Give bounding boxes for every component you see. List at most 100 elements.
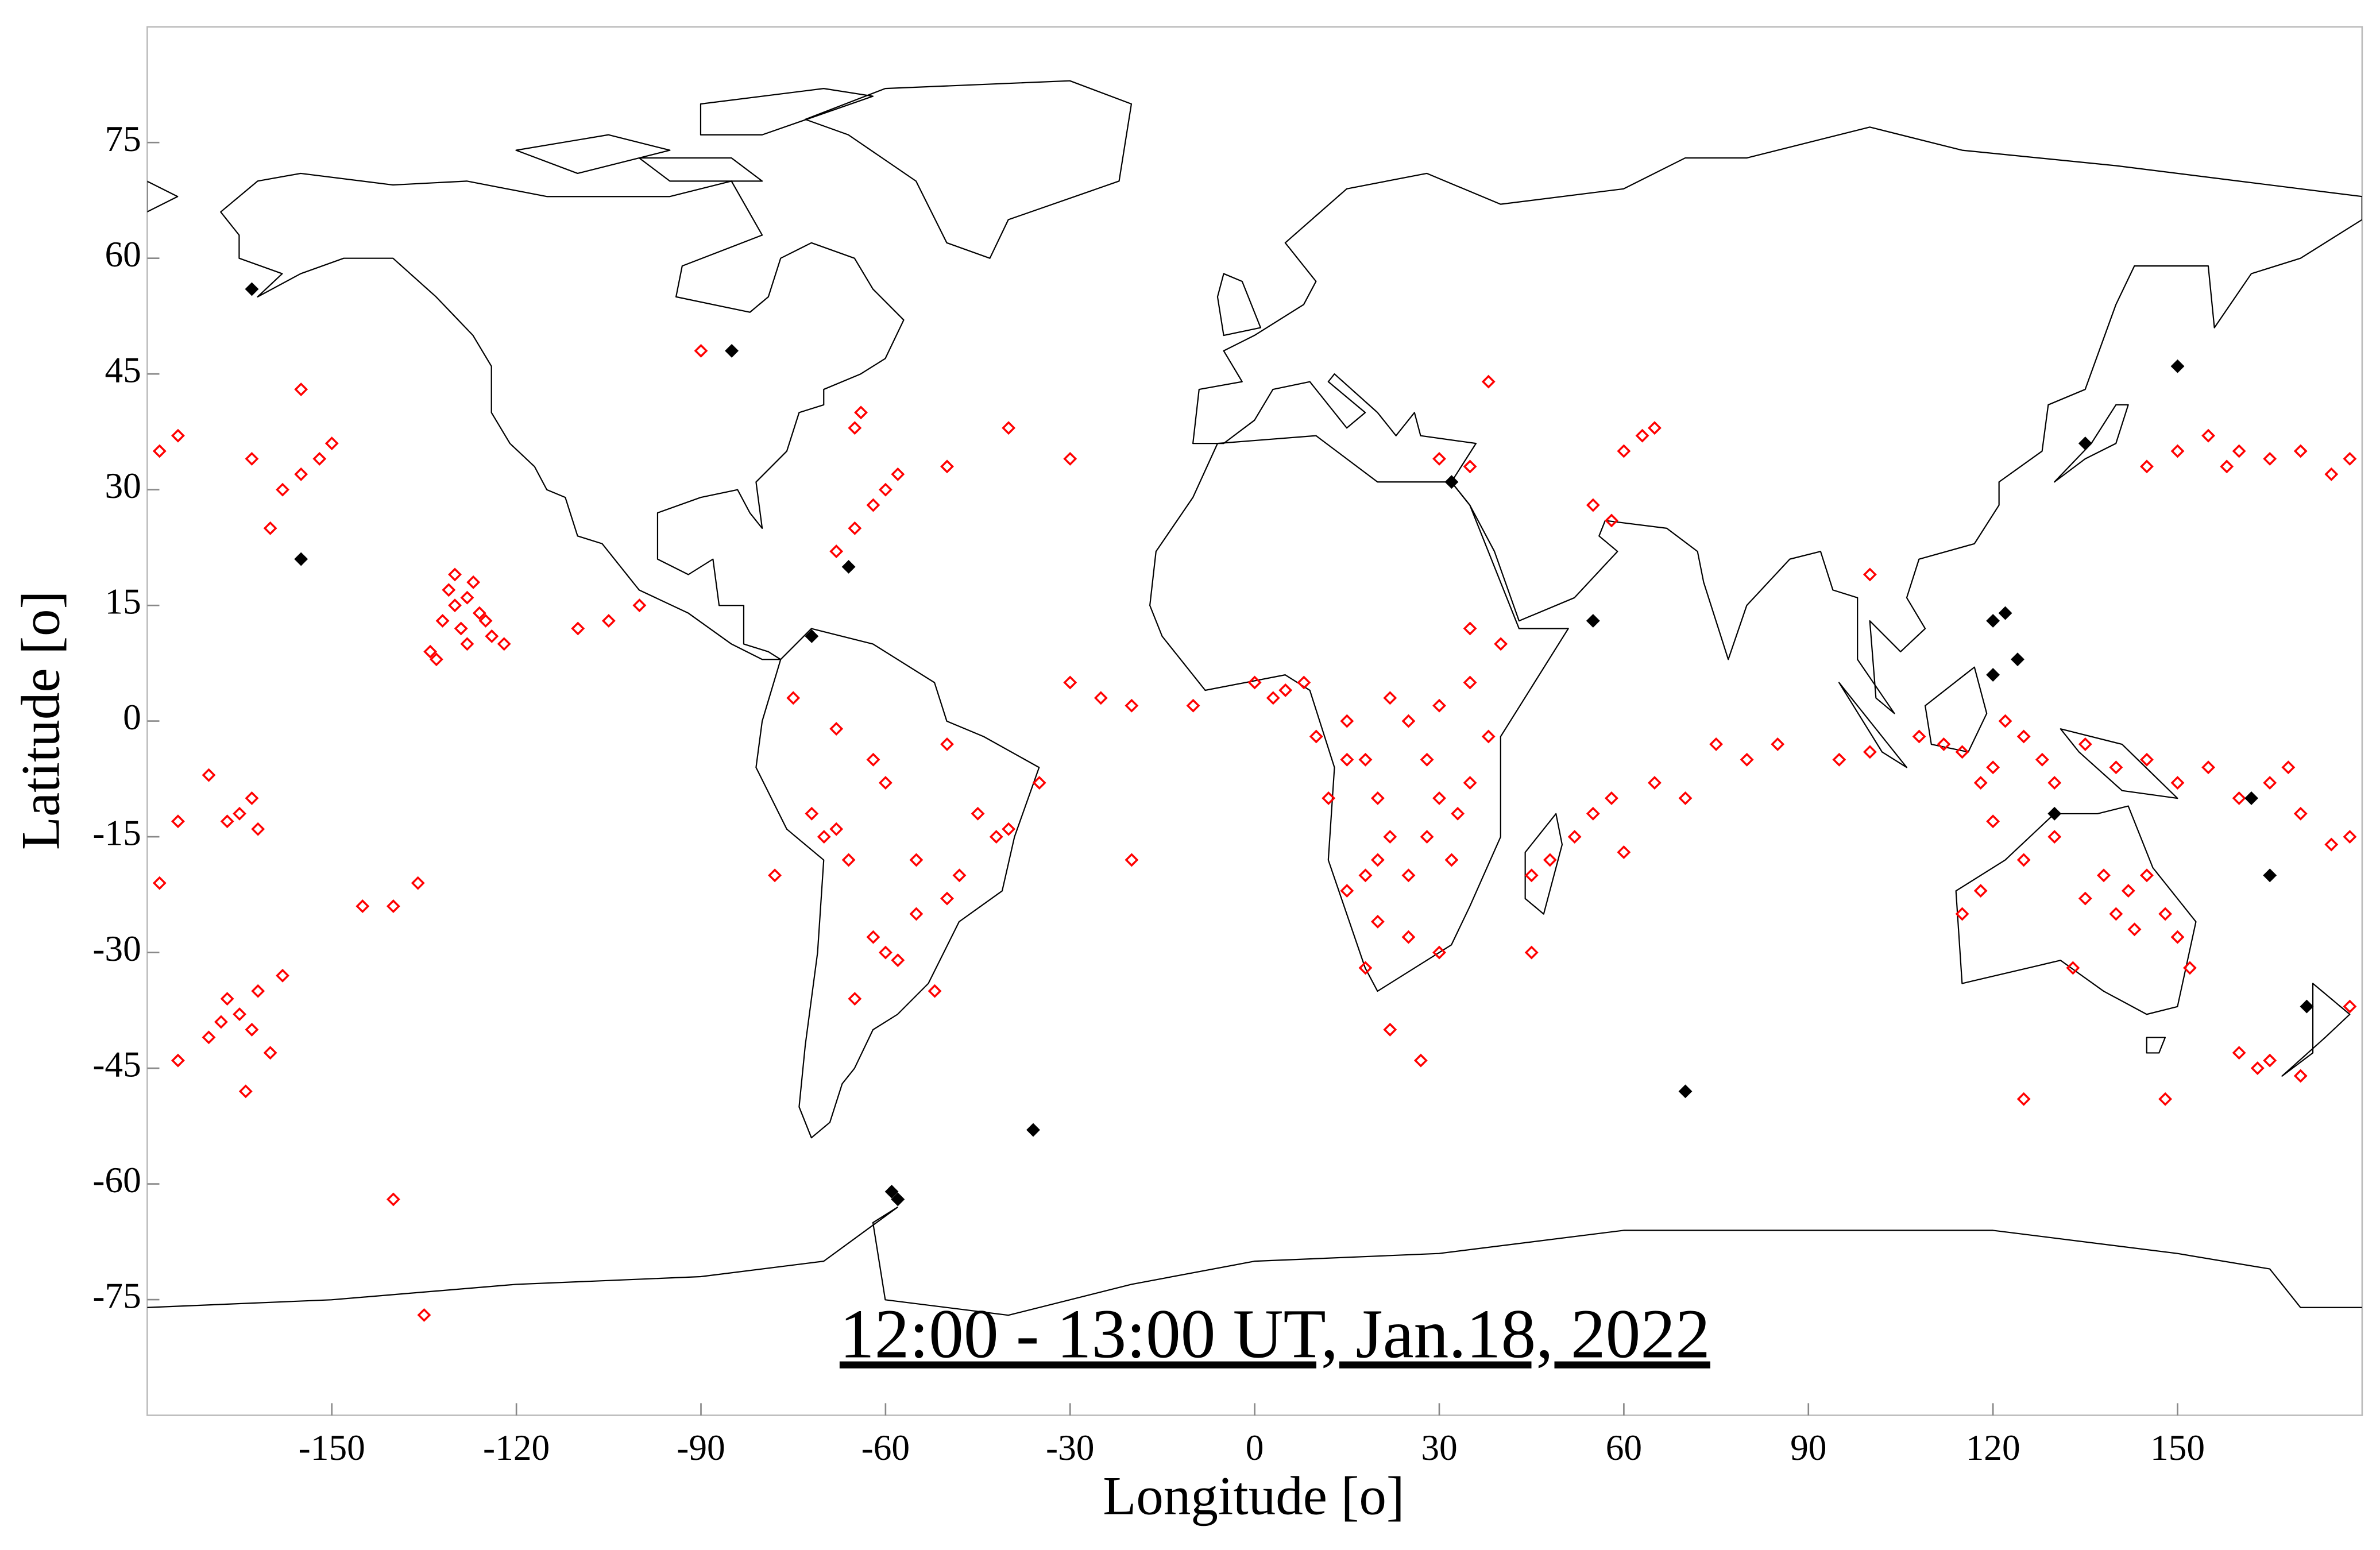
lightning-point <box>2182 961 2197 975</box>
lightning-point <box>2232 791 2246 805</box>
lightning-point <box>497 637 511 651</box>
lightning-point <box>909 907 924 921</box>
antarctica <box>147 1207 2362 1315</box>
lightning-point <box>2201 760 2216 775</box>
lightning-point <box>245 451 259 466</box>
lightning-point <box>2232 1046 2246 1060</box>
lightning-point <box>460 590 474 605</box>
lightning-point <box>1340 752 1354 767</box>
lightning-point <box>2109 760 2123 775</box>
lightning-point <box>2097 868 2111 883</box>
y-tick-label: -75 <box>92 1276 141 1316</box>
lightning-point <box>2281 760 2296 775</box>
lightning-point <box>1451 806 1465 821</box>
y-tick-label: -60 <box>92 1160 141 1200</box>
lightning-point <box>2263 776 2277 790</box>
lightning-point <box>1340 884 1354 898</box>
lightning-point <box>1481 374 1496 389</box>
lightning-point <box>2127 922 2142 937</box>
x-axis-label: Longitude [o] <box>1103 1465 1404 1526</box>
lightning-point <box>1986 614 2000 628</box>
lightning-point <box>1998 714 2012 728</box>
lightning-point <box>2343 830 2357 844</box>
lightning-point <box>1094 691 1108 705</box>
lightning-point <box>928 984 942 998</box>
x-tick-label: -30 <box>1046 1428 1094 1468</box>
lightning-point <box>1740 752 1754 767</box>
lightning-point <box>276 968 289 983</box>
y-tick-label: 45 <box>105 350 141 391</box>
lightning-point <box>1463 621 1477 636</box>
lightning-point <box>1863 745 1877 759</box>
lightning-point <box>1543 853 1557 867</box>
lightning-point <box>829 722 844 736</box>
lightning-point <box>2293 806 2308 821</box>
lightning-point <box>1125 698 1139 713</box>
lightning-point <box>1413 1053 1428 1068</box>
lightning-point <box>171 1053 185 1068</box>
lightning-point <box>1463 675 1477 690</box>
lightning-point <box>817 830 831 844</box>
lightning-point <box>891 953 905 967</box>
lightning-point <box>601 614 616 628</box>
lightning-point <box>1432 698 1446 713</box>
lightning-point <box>1586 806 1600 821</box>
y-tick-label: 30 <box>105 466 141 506</box>
lightning-point <box>1063 451 1077 466</box>
lightning-point <box>233 806 247 821</box>
x-tick-label: 0 <box>1246 1428 1264 1468</box>
lightning-point <box>1605 791 1618 805</box>
lightning-point <box>1432 945 1446 960</box>
lightning-point <box>2121 884 2135 898</box>
lightning-point <box>1432 451 1446 466</box>
lightning-point <box>2220 459 2234 474</box>
arctic-islands <box>516 88 873 181</box>
lightning-point <box>841 853 856 867</box>
y-tick-label: 15 <box>105 582 141 622</box>
lightning-point <box>891 1192 905 1207</box>
lightning-point <box>1358 961 1373 975</box>
lightning-point <box>1432 791 1446 805</box>
x-tick-label: 30 <box>1421 1428 1457 1468</box>
lightning-point <box>2109 907 2123 921</box>
lightning-point <box>1401 868 1416 883</box>
x-tick-label: -150 <box>299 1428 365 1468</box>
lightning-point <box>952 868 967 883</box>
lightning-point <box>2140 868 2154 883</box>
lightning-point <box>1771 737 1785 751</box>
lightning-point <box>171 814 185 829</box>
lightning-point <box>1444 475 1459 489</box>
lightning-point <box>866 752 880 767</box>
lightning-point <box>2158 1092 2173 1106</box>
south-america <box>756 629 1039 1138</box>
lightning-point <box>245 791 259 805</box>
lightning-point <box>312 451 327 466</box>
lightning-point <box>1998 606 2012 620</box>
lightning-point <box>485 629 499 643</box>
lightning-point <box>878 776 892 790</box>
lightning-point <box>1063 675 1077 690</box>
lightning-point <box>2011 652 2024 667</box>
lightning-point <box>1986 760 2000 775</box>
lightning-point <box>848 521 862 535</box>
lightning-point <box>2170 444 2185 458</box>
lightning-point <box>429 652 443 667</box>
lightning-point <box>1383 830 1397 844</box>
lightning-point <box>2158 907 2173 921</box>
lightning-point <box>786 691 801 705</box>
y-tick-label: 75 <box>105 119 141 159</box>
lightning-point <box>2078 737 2092 751</box>
lightning-point <box>2263 868 2277 883</box>
lightning-point <box>866 930 880 944</box>
lightning-point <box>435 614 450 628</box>
lightning-point <box>1278 683 1293 697</box>
lightning-point <box>694 343 708 358</box>
lightning-point <box>220 814 234 829</box>
lightning-point <box>866 498 880 512</box>
plot-frame <box>146 26 2363 1416</box>
lightning-point <box>805 629 819 643</box>
lightning-point <box>1986 814 2000 829</box>
lightning-point <box>841 560 856 574</box>
lightning-point <box>294 382 308 396</box>
lightning-point <box>324 436 339 451</box>
